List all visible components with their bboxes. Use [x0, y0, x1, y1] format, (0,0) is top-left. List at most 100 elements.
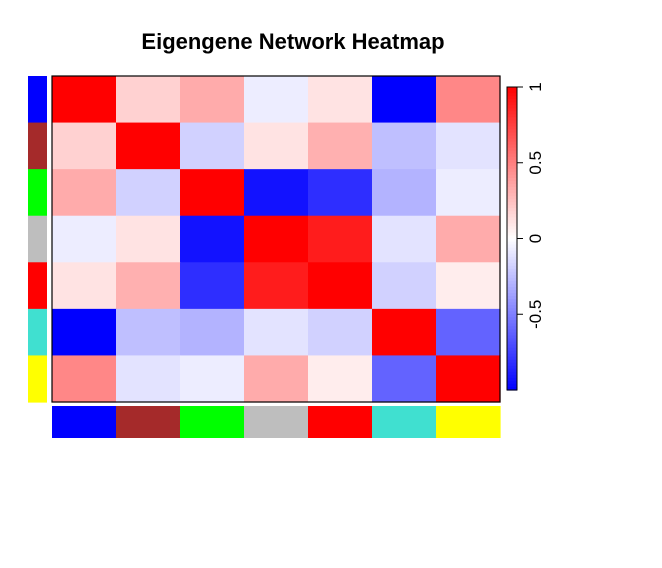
heatmap-cell-yellow-grey	[244, 355, 309, 403]
legend-gradient-step	[507, 96, 517, 100]
row-module-color-red	[28, 262, 47, 310]
heatmap-cell-brown-blue	[52, 122, 117, 170]
legend-gradient-step	[507, 90, 517, 94]
legend-gradient-step	[507, 138, 517, 143]
legend-gradient-step	[507, 286, 517, 291]
heatmap-cell-red-yellow	[436, 262, 501, 310]
legend-gradient-step	[507, 305, 517, 309]
legend-gradient-step	[507, 232, 517, 237]
legend-gradient-step	[507, 105, 517, 109]
legend-gradient-step	[507, 338, 517, 343]
heatmap-cell-brown-green	[180, 122, 245, 170]
legend-gradient-step	[507, 277, 517, 282]
heatmap-cell-brown-grey	[244, 122, 309, 170]
legend-gradient-step	[507, 247, 517, 252]
legend-gradient-step	[507, 299, 517, 303]
legend-gradient-step	[507, 220, 517, 224]
legend-gradient-step	[507, 174, 517, 179]
chart-title: Eigengene Network Heatmap	[141, 29, 444, 54]
legend-gradient-step	[507, 108, 517, 112]
legend-gradient-step	[507, 147, 517, 152]
legend-gradient-step	[507, 180, 517, 185]
heatmap-cell-green-blue	[52, 169, 117, 217]
legend-gradient-step	[507, 341, 517, 346]
heatmap-cell-blue-yellow	[436, 76, 501, 124]
legend-gradient-step	[507, 171, 517, 176]
legend-tick-label: -0.5	[526, 300, 545, 329]
legend-gradient-step	[507, 141, 517, 146]
legend-gradient-step	[507, 99, 517, 103]
legend-gradient-step	[507, 323, 517, 327]
heatmap-cell-red-green	[180, 262, 245, 310]
legend-gradient-step	[507, 186, 517, 191]
legend-gradient-step	[507, 353, 517, 358]
legend-gradient-step	[507, 280, 517, 285]
legend-gradient-step	[507, 208, 517, 212]
legend-gradient-step	[507, 335, 517, 340]
heatmap-cell-brown-brown	[116, 122, 181, 170]
legend-gradient-step	[507, 268, 517, 273]
legend-gradient-step	[507, 259, 517, 264]
heatmap-cell-green-grey	[244, 169, 309, 217]
legend-gradient-step	[507, 165, 517, 170]
heatmap-cell-blue-brown	[116, 76, 181, 124]
legend-gradient-step	[507, 256, 517, 261]
heatmap-cell-green-turquoise	[372, 169, 437, 217]
legend-gradient-step	[507, 196, 517, 200]
legend-gradient-step	[507, 162, 517, 167]
row-module-color-green	[28, 169, 47, 217]
heatmap-cell-green-brown	[116, 169, 181, 217]
column-module-color-turquoise	[372, 406, 437, 438]
legend-gradient-step	[507, 120, 517, 124]
legend-gradient-step	[507, 368, 517, 373]
heatmap-cell-grey-blue	[52, 215, 117, 263]
legend-gradient-step	[507, 132, 517, 137]
heatmap-cell-green-yellow	[436, 169, 501, 217]
legend-gradient-step	[507, 326, 517, 330]
row-module-color-yellow	[28, 355, 47, 403]
legend-gradient-step	[507, 93, 517, 97]
legend-gradient-step	[507, 344, 517, 349]
legend-gradient-step	[507, 111, 517, 115]
heatmap-cell-green-green	[180, 169, 245, 217]
row-module-color-turquoise	[28, 308, 47, 357]
heatmap-cell-red-grey	[244, 262, 309, 310]
heatmap-cell-turquoise-brown	[116, 308, 181, 357]
legend-gradient-step	[507, 217, 517, 221]
column-module-color-brown	[116, 406, 181, 438]
heatmap-cell-turquoise-red	[308, 308, 373, 357]
heatmap-cell-grey-green	[180, 215, 245, 263]
heatmap-cell-blue-green	[180, 76, 245, 124]
legend-gradient-step	[507, 308, 517, 312]
legend-gradient-step	[507, 150, 517, 155]
heatmap-cell-brown-yellow	[436, 122, 501, 170]
legend-gradient-step	[507, 238, 517, 243]
heatmap-cell-yellow-turquoise	[372, 355, 437, 403]
legend-gradient-step	[507, 229, 517, 234]
legend-gradient-step	[507, 365, 517, 370]
heatmap-cell-grey-turquoise	[372, 215, 437, 263]
legend-gradient-step	[507, 377, 517, 382]
heatmap-cell-grey-brown	[116, 215, 181, 263]
legend-gradient-step	[507, 296, 517, 300]
legend-gradient-step	[507, 274, 517, 279]
heatmap-cell-red-turquoise	[372, 262, 437, 310]
row-module-color-blue	[28, 76, 47, 124]
legend-gradient-step	[507, 241, 517, 246]
legend-tick-label: 1	[526, 82, 545, 91]
legend-gradient-step	[507, 190, 517, 194]
legend-gradient-step	[507, 123, 517, 127]
heatmap-cell-turquoise-grey	[244, 308, 309, 357]
legend-gradient-step	[507, 356, 517, 361]
legend-gradient-step	[507, 117, 517, 121]
legend-gradient-step	[507, 332, 517, 337]
legend-gradient-step	[507, 244, 517, 249]
heatmap-cell-red-brown	[116, 262, 181, 310]
legend-gradient-step	[507, 211, 517, 215]
legend-gradient-step	[507, 126, 517, 131]
heatmap-cell-red-red	[308, 262, 373, 310]
legend-gradient-step	[507, 383, 517, 388]
heatmap-cell-blue-red	[308, 76, 373, 124]
legend-gradient-step	[507, 226, 517, 231]
